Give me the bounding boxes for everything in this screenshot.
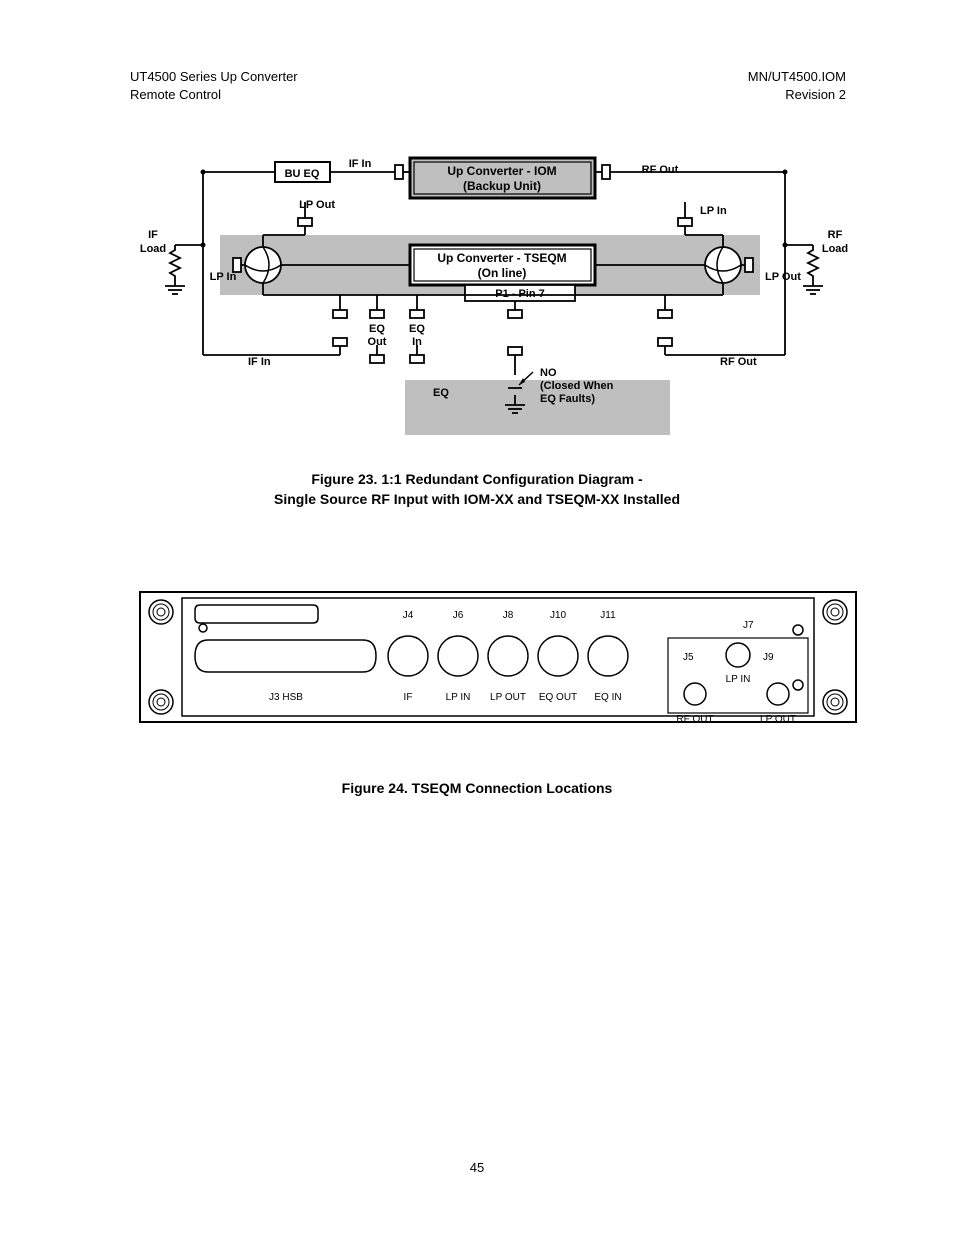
fig23-rfout-bot: RF Out — [720, 356, 757, 368]
fig24-j6b: LP IN — [446, 692, 471, 703]
header-right-line1: MN/UT4500.IOM — [748, 68, 846, 86]
figure-24-diagram: J3 HSB J4 IF J6 LP IN J8 LP OUT J10 EQ O… — [138, 590, 858, 735]
fig23-ifload-l1: IF — [148, 229, 158, 241]
fig24-j3: J3 HSB — [269, 692, 303, 703]
fig23-topbox-l1: Up Converter - IOM — [447, 164, 556, 178]
fig23-bueq: BU EQ — [285, 168, 320, 180]
fig23-topbox-l2: (Backup Unit) — [463, 179, 541, 193]
screw-icon — [823, 690, 847, 714]
fig23-caption-l1: Figure 23. 1:1 Redundant Configuration D… — [0, 470, 954, 490]
fig24-j10t: J10 — [550, 610, 567, 621]
fig24-j8b: LP OUT — [490, 692, 526, 703]
fig24-j4t: J4 — [403, 610, 414, 621]
fig23-lpout-left: LP Out — [299, 199, 335, 211]
fig23-closed2: EQ Faults) — [540, 393, 595, 405]
fig23-closed1: (Closed When — [540, 380, 614, 392]
fig24-j6t: J6 — [453, 610, 464, 621]
fig23-rfload-l1: RF — [828, 229, 843, 241]
fig24-j4b: IF — [404, 692, 413, 703]
fig24-lpin: LP IN — [726, 674, 751, 685]
figure-23-diagram: Up Converter - IOM (Backup Unit) Up Conv… — [115, 140, 860, 445]
fig23-midbox-l1: Up Converter - TSEQM — [437, 251, 566, 265]
fig23-ifin-top: IF In — [349, 158, 372, 170]
screw-icon — [149, 600, 173, 624]
fig23-midbox-l2: (On line) — [478, 266, 527, 280]
header-left-line1: UT4500 Series Up Converter — [130, 68, 298, 86]
fig23-no: NO — [540, 367, 557, 379]
fig23-eqin-1: EQ — [409, 323, 425, 335]
figure-24-caption: Figure 24. TSEQM Connection Locations — [0, 780, 954, 796]
fig23-ifin-bot: IF In — [248, 356, 271, 368]
fig23-eq: EQ — [433, 387, 449, 399]
fig24-j8t: J8 — [503, 610, 514, 621]
fig24-j10b: EQ OUT — [539, 692, 577, 703]
figure-23-caption: Figure 23. 1:1 Redundant Configuration D… — [0, 470, 954, 509]
page-header: UT4500 Series Up Converter Remote Contro… — [130, 68, 846, 104]
fig24-j7: J7 — [743, 620, 754, 631]
fig24-j11t: J11 — [600, 610, 616, 621]
fig23-p1pin7: P1 - Pin 7 — [495, 288, 545, 300]
screw-icon — [823, 600, 847, 624]
fig24-rfout: RF OUT — [676, 714, 713, 725]
header-right: MN/UT4500.IOM Revision 2 — [748, 68, 846, 104]
fig24-j5: J5 — [683, 652, 694, 663]
fig24-j11b: EQ IN — [594, 692, 621, 703]
fig24-j9: J9 — [763, 652, 774, 663]
fig23-rfout-top: RF Out — [642, 164, 679, 176]
screw-icon — [149, 690, 173, 714]
fig23-caption-l2: Single Source RF Input with IOM-XX and T… — [0, 490, 954, 510]
fig24-lpout: LP OUT — [760, 714, 796, 725]
fig23-lpout-r: LP Out — [765, 271, 801, 283]
fig23-lpin-l: LP In — [210, 271, 237, 283]
fig23-lpin-tr: LP In — [700, 205, 727, 217]
header-left: UT4500 Series Up Converter Remote Contro… — [130, 68, 298, 104]
header-right-line2: Revision 2 — [748, 86, 846, 104]
fig23-eqout-1: EQ — [369, 323, 385, 335]
page-number: 45 — [0, 1160, 954, 1175]
fig23-rfload-l2: Load — [822, 243, 848, 255]
fig23-ifload-l2: Load — [140, 243, 166, 255]
header-left-line2: Remote Control — [130, 86, 298, 104]
